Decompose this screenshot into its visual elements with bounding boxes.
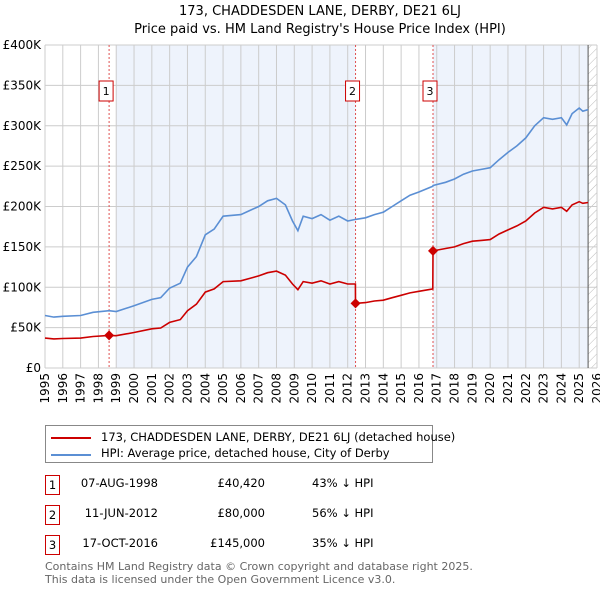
sale-label: 1 (103, 85, 110, 98)
legend: 173, CHADDESDEN LANE, DERBY, DE21 6LJ (d… (45, 425, 455, 463)
footer-licence: This data is licensed under the Open Gov… (45, 573, 396, 586)
x-tick-label: 2026 (590, 373, 600, 404)
sale-point (428, 245, 439, 256)
x-tick-label: 1998 (91, 373, 105, 404)
x-tick-label: 2004 (198, 373, 212, 404)
x-tick-label: 2021 (501, 373, 515, 404)
x-tick-label: 2009 (287, 373, 301, 404)
sale-label-box (345, 80, 361, 102)
price-paid-line (44, 200, 589, 340)
x-tick-label: 2017 (430, 373, 444, 404)
y-tick-label: £100K (3, 280, 43, 294)
x-tick-label: 2011 (323, 373, 337, 404)
x-tick-label: 2006 (234, 373, 248, 404)
sale-hpi-diff: 35% ↓ HPI (312, 536, 374, 550)
x-tick-label: 2013 (359, 373, 373, 404)
x-tick-label: 2020 (483, 373, 497, 404)
sale-label: 2 (349, 85, 356, 98)
footer-copyright: Contains HM Land Registry data © Crown c… (45, 560, 473, 573)
x-tick-label: 2015 (394, 373, 408, 404)
x-tick-label: 2001 (145, 373, 159, 404)
sale-badge: 3 (45, 535, 60, 555)
x-tick-label: 2014 (376, 373, 390, 404)
x-tick-label: 2019 (465, 373, 479, 404)
hpi-line (44, 106, 589, 318)
chart-title: 173, CHADDESDEN LANE, DERBY, DE21 6LJ (179, 4, 461, 19)
legend-label-hpi: HPI: Average price, detached house, City… (101, 446, 390, 460)
x-tick-label: 2025 (572, 373, 586, 404)
legend-label-price: 173, CHADDESDEN LANE, DERBY, DE21 6LJ (d… (101, 430, 456, 444)
x-tick-label: 2010 (305, 373, 319, 404)
x-tick-label: 2005 (216, 373, 230, 404)
x-tick-label: 2024 (554, 373, 568, 404)
sale-price: £80,000 (217, 506, 265, 520)
y-tick-label: £150K (3, 240, 43, 254)
y-tick-label: £50K (10, 321, 42, 335)
sale-hpi-diff: 56% ↓ HPI (312, 506, 374, 520)
x-tick-label: 2018 (448, 373, 462, 404)
y-tick-label: £400K (3, 38, 43, 52)
x-tick-label: 2003 (180, 373, 194, 404)
chart-subtitle: Price paid vs. HM Land Registry's House … (134, 22, 506, 37)
legend-swatch-price (51, 437, 91, 439)
y-tick-label: £350K (3, 78, 43, 92)
x-tick-label: 2000 (127, 373, 141, 404)
sale-date: 07-AUG-1998 (80, 476, 158, 490)
sale-label-box (98, 80, 114, 102)
x-tick-label: 1997 (74, 373, 88, 404)
x-tick-label: 1999 (109, 373, 123, 404)
x-tick-label: 2023 (537, 373, 551, 404)
sale-hpi-diff: 43% ↓ HPI (312, 476, 374, 490)
sale-point (104, 330, 115, 341)
y-tick-label: £200K (3, 200, 43, 214)
y-tick-label: £300K (3, 119, 43, 133)
price-chart: 173, CHADDESDEN LANE, DERBY, DE21 6LJ Pr… (3, 4, 600, 404)
y-tick-label: £250K (3, 159, 43, 173)
sale-badge: 1 (45, 475, 60, 495)
y-tick-label: £0 (26, 361, 41, 375)
x-tick-label: 2022 (519, 373, 533, 404)
sale-badge: 2 (45, 505, 60, 525)
x-tick-label: 1995 (38, 373, 52, 404)
sale-price: £40,420 (217, 476, 265, 490)
sale-date: 11-JUN-2012 (84, 506, 158, 520)
legend-swatch-hpi (51, 454, 91, 456)
sale-label-box (422, 80, 438, 102)
sale-point (350, 298, 361, 309)
x-tick-label: 2016 (412, 373, 426, 404)
x-tick-label: 1996 (56, 373, 70, 404)
x-tick-label: 2007 (252, 373, 266, 404)
x-tick-label: 2008 (269, 373, 283, 404)
x-tick-label: 2002 (163, 373, 177, 404)
sale-label: 3 (427, 85, 434, 98)
x-tick-label: 2012 (341, 373, 355, 404)
sale-date: 17-OCT-2016 (82, 536, 158, 550)
sale-price: £145,000 (210, 536, 265, 550)
